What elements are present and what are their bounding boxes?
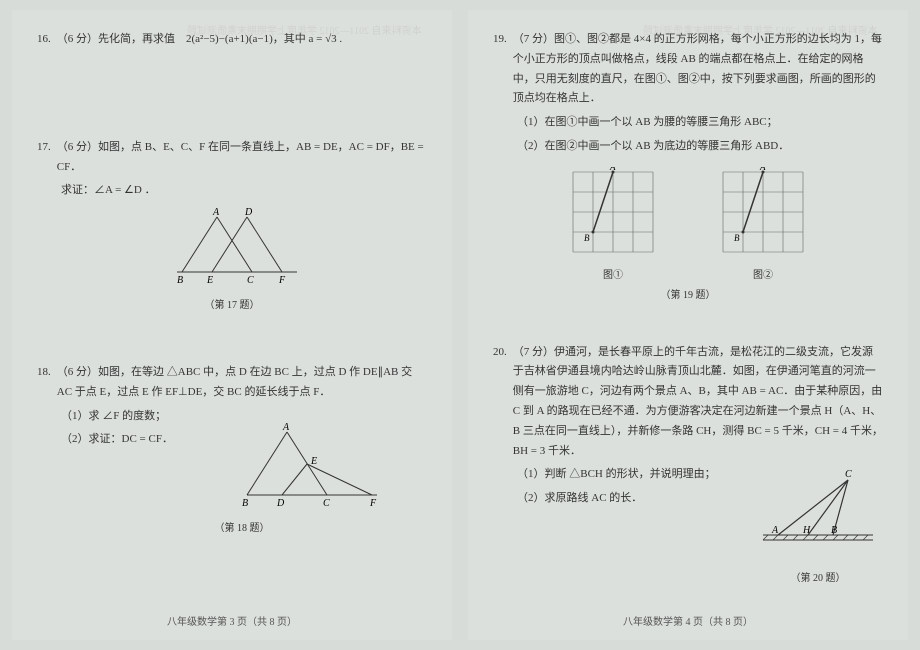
q20-caption: （第 20 题） [753,570,883,588]
q19-num: 19. [493,30,507,109]
q19-cap1: 图① [568,267,658,285]
q19-grids: A B 图① A [493,167,883,285]
q16-points: （6 分） [57,33,98,45]
q20-label-B: B [831,525,837,536]
problem-18: 18. （6 分）如图，在等边 △ABC 中，点 D 在边 BC 上，过点 D … [37,363,427,538]
watermark-left: 本资料来自 2011—2012 学年度上学期期末素质测试题 [187,22,422,37]
q20-label-H: H [802,525,811,536]
q17-label-B: B [177,275,183,286]
q17-figure: A D B E C F （第 17 题） [37,207,427,315]
q17-svg: A D B E C F [157,207,307,287]
q20-text: （7 分）伊通河，是长春平原上的千年古流，是松花江的二级支流，它发源于吉林省伊通… [513,343,883,462]
q19-caption: （第 19 题） [493,287,883,305]
q18-label-F: F [369,498,377,509]
q17-label-A: A [212,207,220,218]
page-right: 本资料来自 2011—2012 学年度上学期期末素质测试题 19. （7 分）图… [468,10,908,640]
q17-prove: 求证：∠A = ∠D ． [61,181,427,201]
q19-cap2: 图② [718,267,808,285]
q17-label-F: F [278,275,286,286]
q17-label-D: D [244,207,253,218]
problem-19: 19. （7 分）图①、图②都是 4×4 的正方形网格，每个小正方形的边长均为 … [493,30,883,305]
q19-s1: （1）在图①中画一个以 AB 为腰的等腰三角形 ABC； [517,113,883,133]
q19-body: 图①、图②都是 4×4 的正方形网格，每个小正方形的边长均为 1，每个小正方形的… [513,33,882,104]
watermark-right: 本资料来自 2011—2012 学年度上学期期末素质测试题 [643,22,878,37]
q17-label-C: C [247,275,254,286]
q20-label-A: A [771,525,779,536]
q18-label-C: C [323,498,330,509]
q18-points: （6 分） [57,366,98,378]
q20-svg: C A H B [753,465,883,560]
q18-body: 如图，在等边 △ABC 中，点 D 在边 BC 上，过点 D 作 DE∥AB 交… [57,366,412,398]
q17-body: 如图，点 B、E、C、F 在同一条直线上，AB = DE，AC = DF，BE … [57,141,424,173]
q18-svg: A E B D C F [227,420,387,510]
q19-text: （7 分）图①、图②都是 4×4 的正方形网格，每个小正方形的边长均为 1，每个… [513,30,883,109]
q18-label-A: A [282,422,290,433]
q19-s2: （2）在图②中画一个以 AB 为底边的等腰三角形 ABD． [517,137,883,157]
q20-points: （7 分） [513,346,554,358]
q19-grid1: A B 图① [568,167,658,285]
q17-text: （6 分）如图，点 B、E、C、F 在同一条直线上，AB = DE，AC = D… [57,138,427,178]
q19-grid2: A B 图② [718,167,808,285]
q20-num: 20. [493,343,507,462]
footer-left: 八年级数学第 3 页（共 8 页） [12,613,452,628]
q19-g2-A: A [759,167,766,172]
q18-label-E: E [310,456,317,467]
q19-g1-A: A [609,167,616,172]
page-left: 本资料来自 2011—2012 学年度上学期期末素质测试题 16. （6 分）先… [12,10,452,640]
q19-points: （7 分） [513,33,554,45]
footer-right: 八年级数学第 4 页（共 8 页） [468,613,908,628]
q18-caption: （第 18 题） [97,520,387,538]
q18-text: （6 分）如图，在等边 △ABC 中，点 D 在边 BC 上，过点 D 作 DE… [57,363,427,403]
q20-label-C: C [845,469,852,480]
q17-caption: （第 17 题） [37,297,427,315]
q17-label-E: E [206,275,213,286]
q19-grid1-svg: A B [568,167,658,257]
q20-figure: C A H B （第 20 题） [753,465,883,588]
q18-label-D: D [276,498,285,509]
q16-num: 16. [37,30,51,50]
q20-body: 伊通河，是长春平原上的千年古流，是松花江的二级支流，它发源于吉林省伊通县境内哈达… [513,346,883,457]
problem-17: 17. （6 分）如图，点 B、E、C、F 在同一条直线上，AB = DE，AC… [37,138,427,315]
q19-grid2-svg: A B [718,167,808,257]
problem-20: 20. （7 分）伊通河，是长春平原上的千年古流，是松花江的二级支流，它发源于吉… [493,343,883,589]
q18-label-B: B [242,498,248,509]
q17-num: 17. [37,138,51,178]
q19-g1-B: B [584,233,590,243]
q19-g2-B: B [734,233,740,243]
q18-num: 18. [37,363,51,403]
q17-points: （6 分） [57,141,98,153]
